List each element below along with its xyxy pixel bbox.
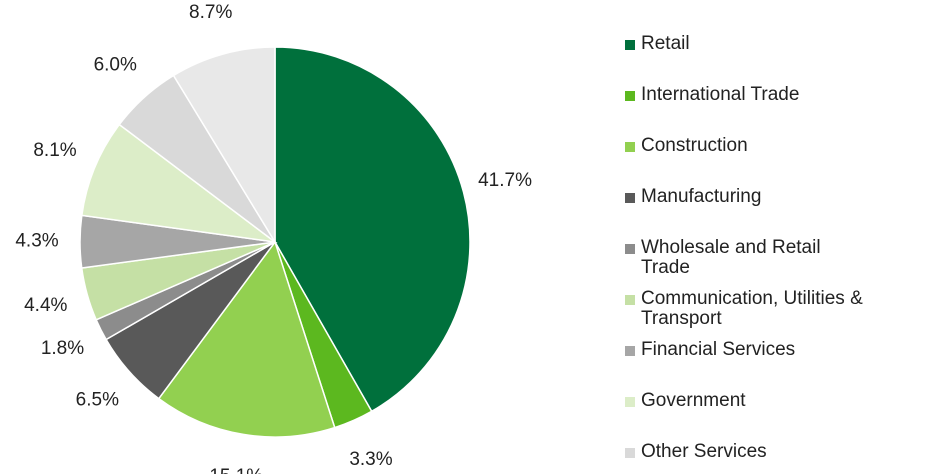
pie-slice xyxy=(80,123,278,244)
legend-swatch xyxy=(625,91,635,101)
legend-item: Communication, Utilities & Transport xyxy=(625,289,865,329)
legend-item: International Trade xyxy=(625,85,865,105)
legend-label: Financial Services xyxy=(641,339,796,360)
legend-label: Other Services xyxy=(641,441,767,462)
data-label: 4.3% xyxy=(15,231,58,252)
legend-label: Construction xyxy=(641,135,748,156)
pie-slice xyxy=(172,46,276,245)
data-label: 3.3% xyxy=(349,449,392,470)
pie-slice xyxy=(274,46,471,413)
legend-item: Wholesale and Retail Trade xyxy=(625,238,865,278)
legend-swatch xyxy=(625,40,635,50)
legend-label: Communication, Utilities & Transport xyxy=(641,288,863,329)
data-label: 4.4% xyxy=(24,295,67,316)
legend-swatch xyxy=(625,142,635,152)
legend-label: International Trade xyxy=(641,84,800,105)
legend-swatch xyxy=(625,193,635,203)
pie-slice xyxy=(157,240,336,438)
legend-item: Other Services xyxy=(625,442,915,462)
data-label: 8.1% xyxy=(33,140,76,161)
legend-label: Manufacturing xyxy=(641,186,762,207)
legend-item: Retail xyxy=(625,34,915,54)
legend-swatch xyxy=(625,397,635,407)
legend-label: Retail xyxy=(641,33,690,54)
legend-swatch xyxy=(625,448,635,458)
legend-label: Wholesale and Retail Trade xyxy=(641,237,821,278)
legend-item: Government xyxy=(625,391,915,411)
data-label: 6.0% xyxy=(94,55,137,76)
legend-label: Government xyxy=(641,390,746,411)
legend-swatch xyxy=(625,346,635,356)
data-label: 8.7% xyxy=(189,2,232,23)
data-label: 15.1% xyxy=(209,466,263,474)
legend-item: Financial Services xyxy=(625,340,915,360)
data-label: 6.5% xyxy=(76,389,119,410)
legend-swatch xyxy=(625,295,635,305)
legend-item: Manufacturing xyxy=(625,187,915,207)
legend-swatch xyxy=(625,244,635,254)
data-label: 1.8% xyxy=(41,338,84,359)
legend-item: Construction xyxy=(625,136,915,156)
data-label: 41.7% xyxy=(478,170,532,191)
